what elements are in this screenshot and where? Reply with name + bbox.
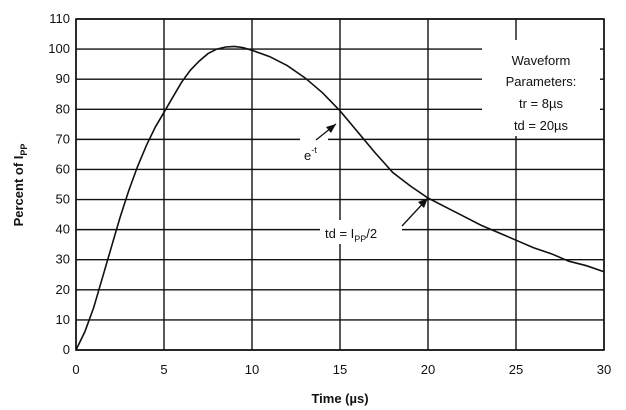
- y-tick-label: 40: [56, 222, 70, 237]
- legend-box: [482, 40, 600, 136]
- td-label-subscript: PP: [354, 234, 366, 244]
- y-tick-label: 50: [56, 192, 70, 207]
- td-label: td = IPP/2: [325, 226, 377, 244]
- x-tick-label: 5: [160, 362, 167, 377]
- series-line-current-waveform: [75, 45, 605, 351]
- legend-td-value: td = 20µs: [514, 118, 569, 133]
- decay-label-background: [300, 138, 328, 164]
- y-tick-label: 110: [49, 11, 70, 26]
- td-label-base: td = I: [325, 226, 354, 241]
- x-axis-ticks: 0 5 10 15 20 25 30: [72, 362, 611, 377]
- x-tick-label: 30: [597, 362, 611, 377]
- y-tick-label: 30: [56, 252, 70, 267]
- y-tick-label: 60: [56, 161, 70, 176]
- x-axis-label: Time (µs): [311, 391, 368, 406]
- x-tick-label: 20: [421, 362, 435, 377]
- y-tick-label: 10: [56, 312, 70, 327]
- y-axis-label: Percent of IPP: [11, 144, 29, 227]
- legend-title-line2: Parameters:: [506, 74, 577, 89]
- legend-title-line1: Waveform: [512, 53, 571, 68]
- decay-arrowhead: [326, 124, 336, 133]
- x-tick-label: 25: [509, 362, 523, 377]
- td-arrowhead: [418, 198, 428, 208]
- y-tick-label: 80: [56, 101, 70, 116]
- y-tick-label: 20: [56, 282, 70, 297]
- decay-label-superscript: -t: [311, 145, 317, 155]
- y-tick-label: 70: [56, 131, 70, 146]
- td-label-suffix: /2: [366, 226, 377, 241]
- x-tick-label: 15: [333, 362, 347, 377]
- y-axis-label-subscript: PP: [19, 144, 29, 156]
- td-label-background: [320, 220, 402, 244]
- x-tick-label: 0: [72, 362, 79, 377]
- y-tick-label: 90: [56, 71, 70, 86]
- y-axis-label-base: Percent of I: [11, 156, 26, 227]
- y-tick-label: 100: [48, 41, 70, 56]
- decay-label: e-t: [304, 145, 317, 163]
- x-tick-label: 10: [245, 362, 259, 377]
- y-axis-ticks: 0 10 20 30 40 50 60 70 80 90 100 110: [48, 11, 70, 357]
- legend-tr-value: tr = 8µs: [519, 96, 563, 111]
- decay-label-base: e: [304, 148, 311, 163]
- plot-frame: [75, 18, 605, 351]
- y-tick-label: 0: [63, 342, 70, 357]
